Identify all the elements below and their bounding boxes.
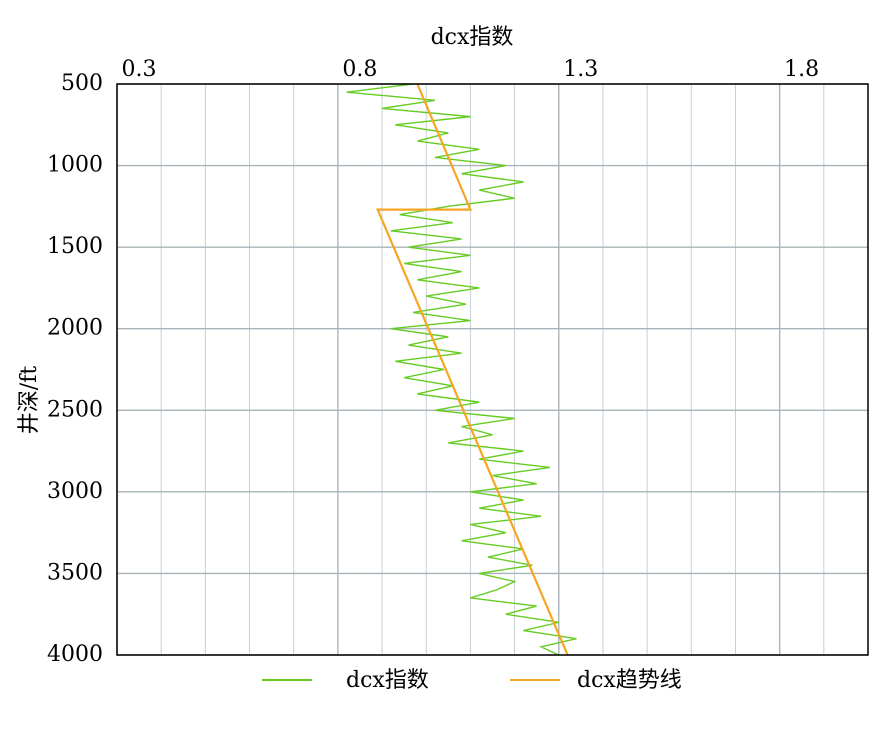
x-tick-label: 1.3: [563, 57, 598, 82]
legend-label: dcx指数: [346, 668, 429, 693]
legend-label: dcx趋势线: [577, 668, 682, 693]
y-tick-label: 1500: [47, 234, 103, 259]
y-axis-label: 井深/ft: [17, 366, 42, 435]
series-line: [375, 83, 569, 656]
y-tick-label: 1000: [47, 153, 103, 178]
y-tick-label: 3500: [47, 560, 103, 585]
series-line: [346, 83, 577, 656]
y-tick-label: 500: [61, 71, 103, 96]
plot-border: [116, 83, 869, 656]
x-tick-label: 0.3: [122, 57, 157, 82]
x-tick-label: 0.8: [342, 57, 377, 82]
y-tick-label: 2500: [47, 397, 103, 422]
y-tick-label: 3000: [47, 479, 103, 504]
x-tick-label: 1.8: [784, 57, 819, 82]
y-tick-label: 4000: [47, 642, 103, 667]
chart-title: dcx指数: [431, 25, 514, 50]
y-tick-label: 2000: [47, 316, 103, 341]
